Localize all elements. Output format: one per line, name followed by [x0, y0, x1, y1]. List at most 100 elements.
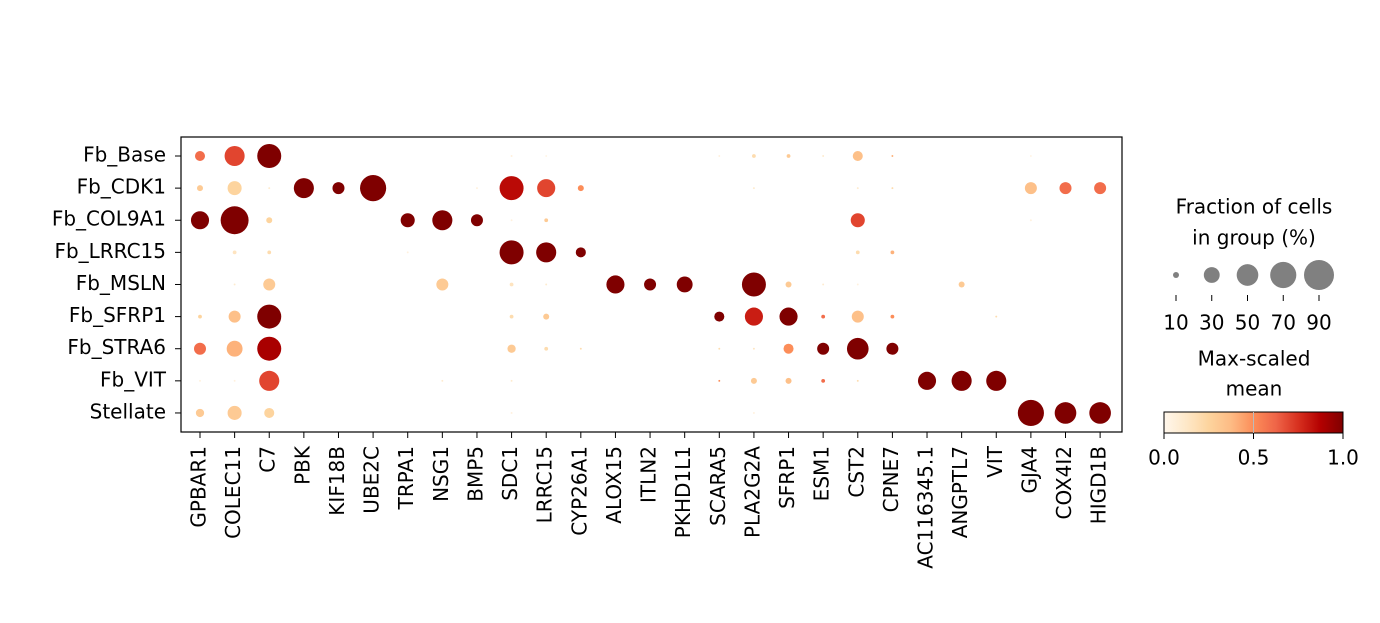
dot [822, 283, 825, 286]
dot [544, 346, 549, 351]
dot [995, 315, 998, 318]
size-legend-label: 50 [1235, 311, 1260, 335]
dot [198, 314, 202, 319]
column-label: COX4I2 [1052, 446, 1076, 519]
column-label: BMP5 [463, 446, 487, 502]
dot [821, 314, 826, 319]
dot [228, 310, 241, 323]
dot [1017, 399, 1044, 427]
dot [545, 155, 548, 157]
size-legend-label: 90 [1306, 311, 1331, 335]
dot [400, 213, 415, 228]
colorbar-title: Max-scaled [1198, 347, 1311, 371]
size-legend-dot [1236, 264, 1259, 286]
row-label: Fb_MSLN [76, 271, 166, 295]
dot [197, 185, 203, 192]
column-label: KIF18B [325, 446, 349, 516]
column-label: HIGD1B [1087, 446, 1111, 524]
size-legend-title: in group (%) [1192, 226, 1316, 250]
dot [822, 155, 825, 157]
dot [194, 342, 206, 355]
colorbar-title: mean [1226, 377, 1283, 401]
dot [1094, 182, 1107, 195]
dot [752, 154, 756, 158]
dot [543, 313, 550, 320]
dot [817, 342, 830, 355]
dot [536, 242, 557, 263]
column-label: SDC1 [498, 446, 522, 501]
dot [951, 370, 972, 391]
dot [856, 283, 859, 286]
column-label: PBK [290, 445, 314, 485]
dot [227, 405, 242, 420]
column-label: TRPA1 [394, 446, 418, 510]
dot [718, 347, 721, 350]
dot [779, 307, 798, 326]
column-label: C7 [256, 446, 280, 473]
row-label: Fb_SFRP1 [69, 303, 166, 327]
dot [1029, 155, 1032, 157]
dot [194, 150, 206, 162]
dot [436, 278, 449, 291]
dot [752, 187, 755, 190]
dot [986, 370, 1007, 391]
column-label: UBE2C [360, 446, 384, 514]
colorbar-tick-label: 0.5 [1238, 446, 1270, 470]
dot [1024, 182, 1037, 195]
dot [1059, 182, 1072, 195]
dot [785, 281, 792, 288]
dot [510, 379, 513, 382]
dot [509, 314, 514, 319]
row-label: Fb_Base [83, 143, 166, 167]
dot [786, 154, 791, 158]
dot [718, 379, 721, 382]
row-label: Fb_LRRC15 [54, 239, 166, 263]
dot [268, 187, 271, 190]
dot [257, 304, 282, 329]
dot [510, 219, 513, 222]
column-label: VIT [983, 445, 1007, 478]
size-legend-title: Fraction of cells [1176, 195, 1333, 219]
column-label: SCARA5 [706, 446, 730, 526]
size-legend-label: 70 [1271, 311, 1296, 335]
dot [606, 275, 625, 294]
dot [821, 378, 826, 383]
column-label: GJA4 [1017, 446, 1041, 493]
dot [507, 344, 516, 353]
dot [856, 187, 859, 190]
dot [752, 412, 755, 414]
column-label: SFRP1 [775, 446, 799, 509]
dot [890, 250, 895, 255]
dot [432, 210, 453, 231]
dot [470, 214, 483, 227]
column-label: NSG1 [429, 446, 453, 502]
size-legend-dot [1173, 272, 1179, 278]
dot [537, 179, 556, 198]
dot [846, 337, 869, 360]
dot [227, 181, 242, 196]
dot [441, 379, 444, 382]
column-label: ANGPTL7 [948, 446, 972, 538]
dot [850, 213, 865, 228]
size-legend-label: 30 [1199, 311, 1224, 335]
dot [676, 276, 693, 293]
dot [752, 347, 755, 350]
dot [891, 155, 894, 157]
dot [264, 407, 275, 418]
size-legend-dot [1304, 260, 1334, 290]
dot [332, 182, 345, 195]
dot [360, 175, 387, 202]
dot [220, 206, 249, 235]
row-label: Stellate [90, 399, 166, 423]
dot [575, 247, 586, 258]
size-legend-dot [1270, 261, 1297, 289]
row-label: Fb_VIT [100, 367, 167, 391]
row-label: Fb_CDK1 [77, 175, 166, 199]
dot [257, 336, 282, 361]
dot [544, 218, 549, 223]
dot [233, 283, 236, 286]
dot [579, 347, 582, 350]
column-label: LRRC15 [533, 446, 557, 523]
dot [233, 379, 236, 382]
